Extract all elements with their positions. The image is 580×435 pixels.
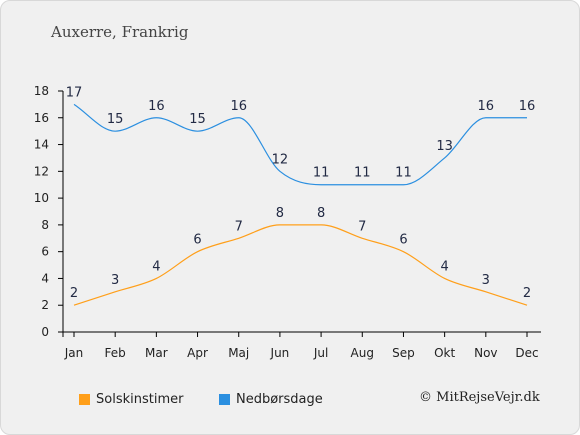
data-label: 6 [399,233,407,248]
y-tick-label: 16 [34,111,49,125]
y-tick-label: 12 [34,164,49,178]
y-tick-label: 14 [34,138,49,152]
y-tick-label: 6 [41,245,49,259]
data-label: 15 [107,112,124,127]
x-tick-label: Sep [392,346,415,360]
x-tick-label: Jan [64,346,84,360]
credit-text: © MitRejseVejr.dk [419,390,540,405]
data-label: 17 [66,85,83,100]
x-tick-label: Dec [515,346,538,360]
x-tick-label: Maj [228,346,249,360]
x-tick-label: Jul [313,346,328,360]
y-tick-label: 2 [41,298,49,312]
data-label: 16 [148,99,165,114]
data-label: 4 [440,259,448,274]
legend-label-nedborsdage: Nedbørsdage [236,391,323,407]
data-label: 4 [152,259,160,274]
chart-title: Auxerre, Frankrig [51,23,189,41]
y-tick-label: 10 [34,191,49,205]
legend-swatch-nedborsdage [219,393,230,405]
x-tick-label: Mar [145,346,168,360]
y-tick-label: 18 [34,84,49,98]
data-label: 13 [436,139,453,154]
data-label: 7 [235,219,243,234]
data-label: 16 [230,99,247,114]
data-label: 16 [519,99,536,114]
legend-item-nedborsdage: Nedbørsdage [219,391,323,407]
x-tick-label: Apr [187,346,208,360]
data-label: 12 [272,152,289,167]
data-label: 16 [478,99,495,114]
data-label: 8 [276,206,284,221]
data-label: 2 [70,286,78,301]
data-label: 2 [523,286,531,301]
series-line-1 [73,103,527,186]
data-label: 7 [358,219,366,234]
y-tick-label: 0 [41,325,49,339]
x-tick-label: Feb [105,346,126,360]
y-tick-label: 4 [41,271,49,285]
data-label: 8 [317,206,325,221]
data-label: 3 [482,273,490,288]
x-tick-label: Jun [270,346,290,360]
y-tick-label: 8 [41,218,49,232]
data-label: 11 [313,166,330,181]
legend-swatch-solskinstimer [79,393,90,405]
data-label: 15 [189,112,206,127]
x-tick-label: Nov [474,346,497,360]
data-label: 11 [395,166,412,181]
data-label: 11 [354,166,371,181]
x-tick-label: Aug [351,346,374,360]
series-line-0 [73,224,528,306]
data-label: 6 [193,233,201,248]
legend-item-solskinstimer: Solskinstimer [79,391,183,407]
data-label: 3 [111,273,119,288]
legend-label-solskinstimer: Solskinstimer [96,391,184,407]
x-tick-label: Okt [434,346,455,360]
